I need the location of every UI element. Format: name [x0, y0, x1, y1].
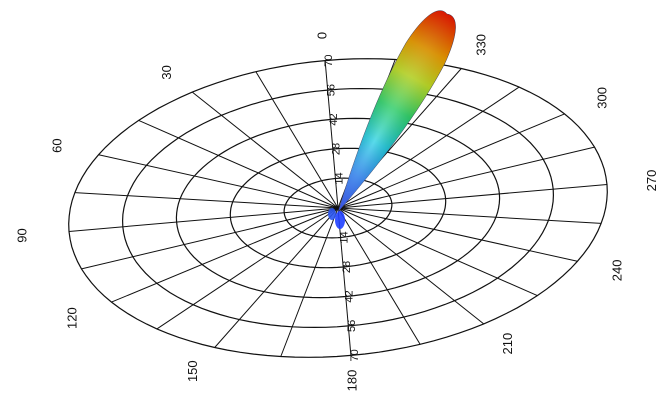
- angular-tick-30: 30: [159, 65, 174, 79]
- grid-spoke: [214, 207, 339, 348]
- grid-spoke: [337, 146, 595, 209]
- angular-tick-120: 120: [64, 307, 79, 329]
- grid-spoke: [255, 71, 339, 209]
- grid-spoke: [337, 207, 602, 224]
- grid-spoke: [156, 207, 339, 330]
- angular-tick-labels: 0 30 60 90 120 150 180 210 240 270 300 330: [15, 32, 659, 391]
- grid-spoke: [280, 207, 339, 357]
- radial-tick-28: 28: [341, 261, 353, 273]
- angular-tick-0: 0: [314, 32, 329, 39]
- polar-grid: [68, 58, 608, 358]
- grid-spoke: [191, 91, 339, 209]
- grid-spoke: [337, 184, 608, 209]
- angular-tick-330: 330: [474, 34, 489, 56]
- grid-spoke: [111, 207, 339, 303]
- angular-tick-270: 270: [644, 170, 659, 192]
- grid-spoke: [337, 207, 538, 297]
- radial-tick-14: 14: [339, 231, 351, 243]
- main-lobe: [328, 10, 456, 229]
- radial-tick-56: 56: [326, 84, 338, 96]
- back-lobe: [335, 211, 345, 229]
- grid-spoke: [337, 207, 578, 262]
- angular-tick-60: 60: [49, 138, 64, 152]
- grid-spoke: [337, 207, 352, 356]
- side-lobe: [328, 208, 336, 220]
- radial-tick-labels: 14 14 28 28 42 42 56 56 70 70: [323, 54, 361, 361]
- grid-spoke: [324, 60, 339, 209]
- radial-tick-56: 56: [346, 320, 358, 332]
- radial-tick-70: 70: [349, 349, 361, 361]
- grid-spoke: [81, 207, 339, 270]
- angular-tick-210: 210: [500, 333, 515, 355]
- grid-spoke: [337, 86, 520, 209]
- lobe-shading: [338, 10, 456, 212]
- angular-tick-90: 90: [15, 228, 30, 242]
- radial-tick-42: 42: [344, 290, 356, 302]
- grid-spoke: [74, 192, 339, 209]
- angular-tick-150: 150: [185, 360, 200, 382]
- angular-tick-240: 240: [610, 260, 625, 282]
- radial-tick-70: 70: [323, 54, 335, 66]
- grid-spoke: [138, 119, 339, 209]
- grid-spoke: [98, 154, 339, 209]
- grid-spoke: [337, 113, 565, 209]
- radial-tick-28: 28: [331, 143, 343, 155]
- grid-spoke: [68, 207, 339, 232]
- angular-tick-180: 180: [345, 370, 360, 392]
- grid-spoke: [337, 207, 421, 345]
- angular-tick-300: 300: [594, 87, 609, 109]
- radial-tick-42: 42: [328, 113, 340, 125]
- grid-spoke: [337, 207, 485, 325]
- radial-tick-14: 14: [333, 172, 345, 184]
